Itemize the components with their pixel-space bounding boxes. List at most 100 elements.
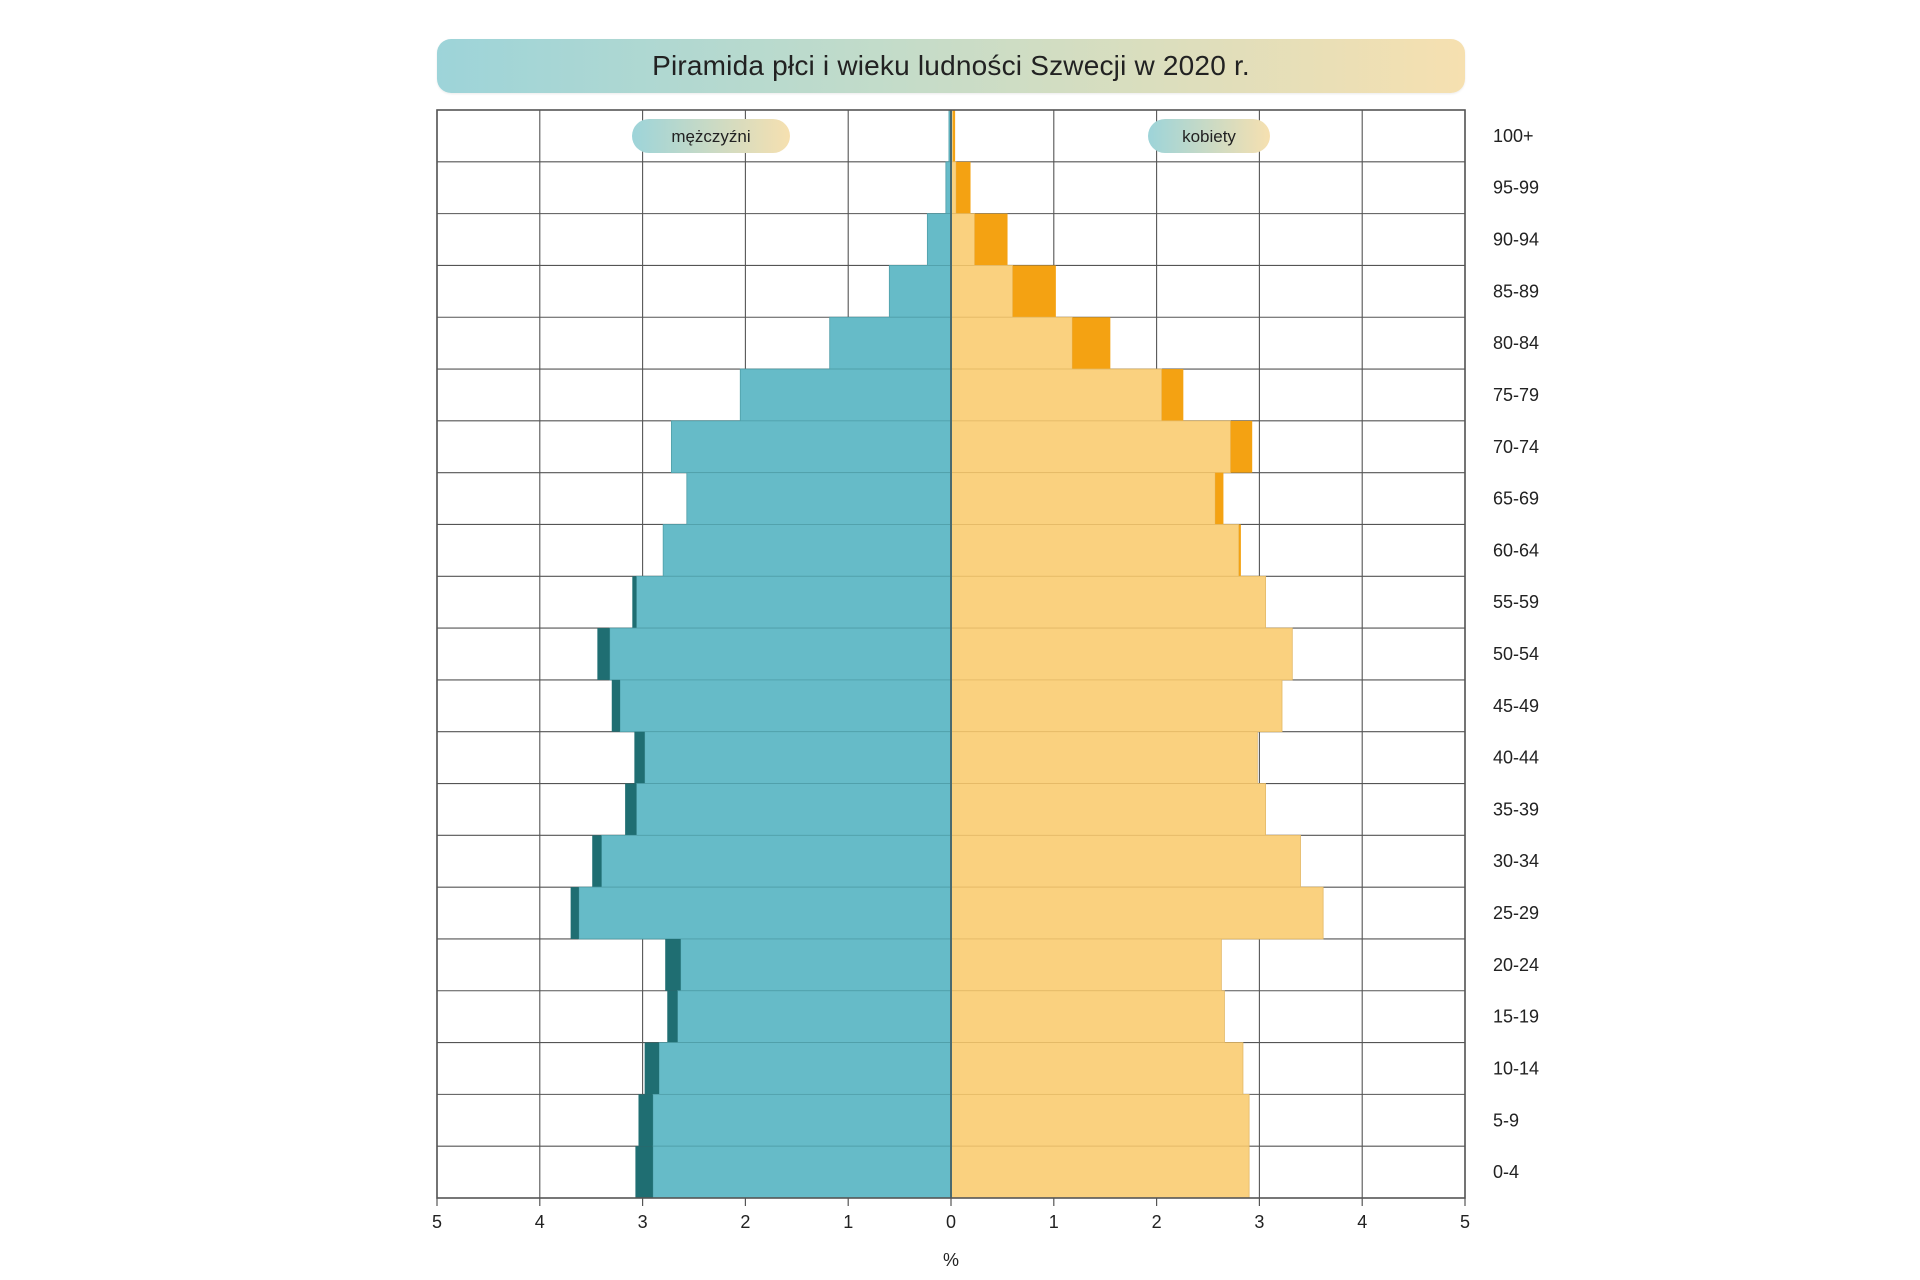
bar-female: [950, 938, 1222, 992]
bar-female-excess: [1161, 369, 1184, 421]
age-tick-label: 15-19: [1493, 1007, 1539, 1027]
bar-female: [950, 731, 1258, 784]
bar-male: [636, 783, 952, 836]
bar-male: [652, 1093, 952, 1147]
bar-male: [644, 731, 952, 784]
bar-female-excess: [1230, 420, 1253, 473]
bar-female: [950, 679, 1283, 733]
bar-male-excess: [611, 679, 620, 732]
age-tick-label: 60-64: [1493, 540, 1539, 560]
x-tick-label: 5: [432, 1212, 442, 1232]
age-tick-label: 5-9: [1493, 1110, 1519, 1130]
age-tick-label: 90-94: [1493, 230, 1539, 250]
bar-male-excess: [644, 1042, 660, 1095]
bar-male-excess: [665, 938, 681, 991]
bar-female-excess: [956, 161, 971, 214]
bar-male-excess: [635, 1146, 653, 1198]
age-tick-label: 0-4: [1493, 1162, 1519, 1182]
bar-female: [950, 368, 1163, 422]
legend-female-label: kobiety: [1182, 127, 1236, 146]
x-tick-label: 2: [740, 1212, 750, 1232]
bar-female: [950, 990, 1225, 1043]
age-tick-label: 50-54: [1493, 644, 1539, 664]
age-tick-label: 100+: [1493, 126, 1534, 146]
bar-male: [578, 886, 952, 940]
bar-male: [662, 524, 952, 577]
x-tick-label: 3: [1254, 1212, 1264, 1232]
age-tick-label: 95-99: [1493, 178, 1539, 198]
bar-male-excess: [634, 731, 645, 784]
legend-female-swatch: [1148, 119, 1270, 153]
age-tick-label: 55-59: [1493, 592, 1539, 612]
bar-male: [686, 472, 952, 525]
age-tick-label: 85-89: [1493, 281, 1539, 301]
age-tick-label: 65-69: [1493, 489, 1539, 509]
x-tick-label: 4: [1357, 1212, 1367, 1232]
bar-female-excess: [1238, 524, 1241, 577]
age-tick-labels: 100+ 95-99 90-94 85-89 80-84 75-79 70-74 65-69 6…: [1493, 126, 1539, 1182]
bar-female: [950, 783, 1266, 836]
x-axis-label: %: [943, 1250, 959, 1270]
bar-female: [950, 316, 1073, 370]
bar-male-excess: [638, 1094, 653, 1147]
bar-male: [739, 368, 952, 422]
x-tick-label: 3: [638, 1212, 648, 1232]
x-tick-label: 2: [1152, 1212, 1162, 1232]
legend-male-label: mężczyźni: [671, 127, 750, 146]
age-tick-label: 40-44: [1493, 748, 1539, 768]
bars: [570, 109, 1324, 1199]
bar-female: [950, 524, 1240, 577]
bar-male-excess: [570, 887, 579, 939]
bar-male: [926, 213, 952, 266]
x-tick-label: 1: [843, 1212, 853, 1232]
age-tick-label: 25-29: [1493, 903, 1539, 923]
age-tick-label: 80-84: [1493, 333, 1539, 353]
age-tick-label: 30-34: [1493, 851, 1539, 871]
bar-male: [636, 575, 952, 629]
bar-male: [652, 1145, 952, 1199]
bar-female: [950, 265, 1014, 318]
bar-male-excess: [667, 990, 678, 1043]
bar-female: [950, 627, 1293, 681]
bar-female: [950, 834, 1301, 888]
bar-male: [680, 938, 952, 992]
bar-male-excess: [632, 576, 637, 629]
legend-male-swatch: [632, 119, 790, 153]
bar-female: [950, 420, 1232, 474]
bar-male: [609, 627, 952, 681]
plot-frame: [436, 109, 1466, 1206]
legend-female: kobiety: [1148, 119, 1270, 153]
bar-female-excess: [953, 110, 956, 162]
x-tick-label: 0: [946, 1212, 956, 1232]
bar-female: [950, 213, 976, 266]
x-tick-label: 1: [1049, 1212, 1059, 1232]
bar-male: [619, 679, 952, 733]
bar-male: [677, 990, 952, 1043]
bar-female: [950, 1042, 1244, 1095]
bar-female-excess: [1012, 265, 1056, 318]
bar-female: [950, 1145, 1250, 1199]
chart-title: Piramida płci i wieku ludności Szwecji w…: [652, 50, 1250, 81]
bar-male: [601, 834, 952, 888]
age-tick-label: 45-49: [1493, 696, 1539, 716]
bar-female: [950, 472, 1216, 525]
x-tick-label: 4: [535, 1212, 545, 1232]
bar-female: [950, 886, 1324, 940]
bar-female-excess: [974, 213, 1008, 266]
bar-male: [829, 316, 952, 370]
bar-male-excess: [625, 783, 637, 836]
age-tick-label: 10-14: [1493, 1058, 1539, 1078]
legend-male: mężczyźni: [632, 119, 790, 153]
chart-title-bar: Piramida płci i wieku ludności Szwecji w…: [437, 39, 1465, 93]
bar-male-excess: [592, 835, 602, 888]
bar-male-excess: [597, 628, 610, 680]
age-tick-label: 20-24: [1493, 955, 1539, 975]
bar-male: [658, 1042, 952, 1095]
bar-male: [670, 420, 952, 474]
bar-female: [950, 575, 1266, 629]
age-tick-label: 75-79: [1493, 385, 1539, 405]
x-tick-labels: 5 4 3 2 1 0 1 2 3 4 5: [432, 1212, 1470, 1232]
bar-female-excess: [1215, 472, 1224, 525]
age-tick-label: 35-39: [1493, 799, 1539, 819]
